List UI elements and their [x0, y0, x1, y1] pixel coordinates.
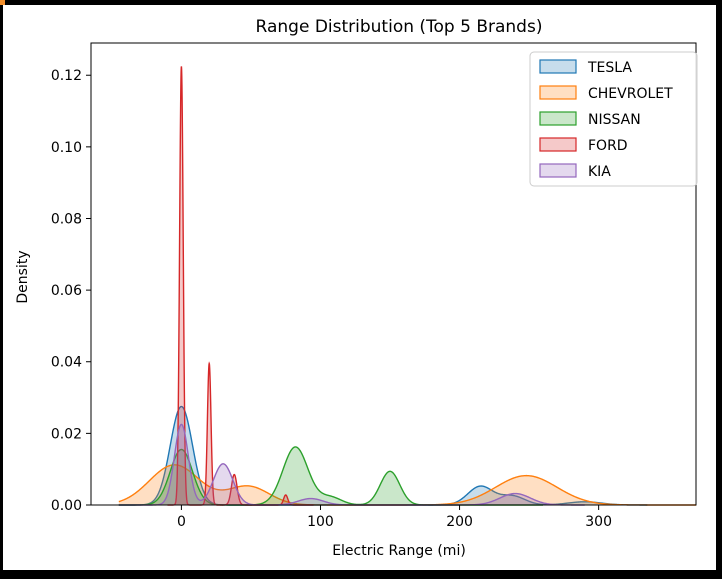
window-frame-bottom	[0, 570, 722, 575]
x-tick-label: 0	[177, 514, 186, 530]
legend-label-kia: KIA	[588, 164, 611, 180]
legend: TESLA CHEVROLET NISSAN FORD KIA	[529, 51, 698, 187]
legend-swatch-tesla	[539, 59, 577, 74]
legend-swatch-kia	[539, 163, 577, 178]
x-tick-label: 300	[585, 514, 612, 530]
y-tick-label: 0.06	[51, 283, 82, 299]
plot-frame	[90, 42, 697, 506]
x-tick-label: 200	[446, 514, 473, 530]
x-tick-label: 100	[307, 514, 334, 530]
x-axis: 0 100 200 300	[177, 505, 612, 530]
y-tick-label: 0.02	[51, 426, 82, 442]
corner-accent	[0, 0, 5, 5]
window-frame-right	[716, 0, 722, 575]
legend-swatch-chevrolet	[539, 85, 577, 100]
legend-swatch-ford	[539, 137, 577, 152]
window-frame-top	[0, 0, 722, 5]
legend-label-ford: FORD	[588, 138, 628, 154]
y-tick-label: 0.04	[51, 355, 82, 371]
chart-title: Range Distribution (Top 5 Brands)	[256, 17, 543, 37]
y-tick-label: 0.00	[51, 498, 82, 514]
y-axis-label: Density	[15, 250, 31, 303]
density-area-nissan	[118, 446, 544, 505]
legend-label-nissan: NISSAN	[588, 112, 641, 128]
y-tick-label: 0.08	[51, 211, 82, 227]
legend-label-chevrolet: CHEVROLET	[588, 86, 673, 102]
legend-label-tesla: TESLA	[587, 60, 632, 76]
x-axis-label: Electric Range (mi)	[332, 543, 466, 559]
density-area-chevrolet	[118, 464, 696, 505]
y-axis: 0.00 0.02 0.04 0.06 0.08 0.10 0.12	[51, 68, 91, 514]
window-frame-left	[0, 0, 3, 575]
legend-swatch-nissan	[539, 111, 577, 126]
y-tick-label: 0.10	[51, 140, 82, 156]
y-tick-label: 0.12	[51, 68, 82, 84]
density-area-tesla	[118, 406, 648, 505]
